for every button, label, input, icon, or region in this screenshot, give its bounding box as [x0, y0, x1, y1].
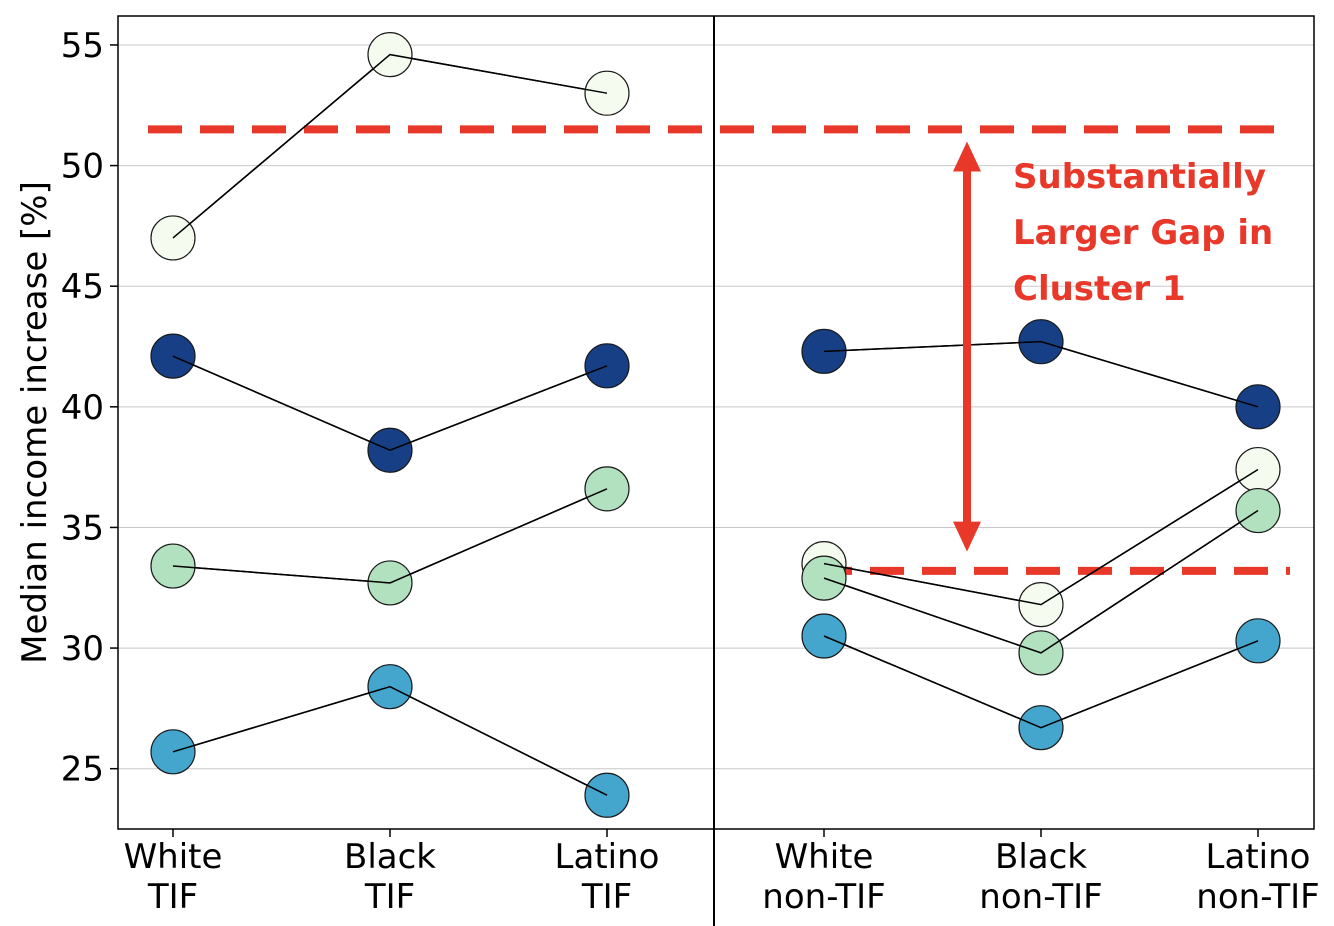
- annotation-line: Substantially: [1013, 157, 1266, 197]
- x-tick-label-line: White: [124, 837, 223, 877]
- cluster-mid-blue-line-overlay: [172, 685, 608, 796]
- x-tick-label-line: Black: [995, 837, 1087, 877]
- x-tick-label-line: non-TIF: [762, 877, 885, 917]
- y-tick-label: 45: [61, 267, 104, 307]
- cluster-dark-blue-line-overlay: [172, 355, 608, 452]
- annotation: Substantially Larger Gap in Cluster 1: [1013, 157, 1273, 309]
- x-tick-label: Latino non-TIF: [1196, 837, 1319, 917]
- cluster-mid-blue-line-overlay: [823, 635, 1259, 729]
- annotation-line: Larger Gap in: [1013, 213, 1273, 253]
- y-tick-label: 55: [61, 26, 104, 66]
- y-tick-label: 40: [61, 388, 104, 428]
- y-tick-label: 30: [61, 629, 104, 669]
- x-tick-label-line: White: [775, 837, 874, 877]
- annotation-line: Cluster 1: [1013, 269, 1186, 309]
- cluster-dark-blue-line-overlay: [823, 340, 1259, 408]
- reference-lines: [148, 125, 1290, 575]
- gap-arrow: [953, 141, 981, 552]
- x-tick-label: White non-TIF: [762, 837, 885, 917]
- x-tick-label: Latino TIF: [555, 837, 660, 917]
- gap-arrow-head-top: [953, 141, 981, 172]
- cluster-lightest-line-overlay: [823, 468, 1259, 606]
- x-tick-label-line: non-TIF: [979, 877, 1102, 917]
- cluster-light-green-line-overlay: [172, 488, 608, 584]
- y-tick-label: 35: [61, 508, 104, 548]
- x-tick-label-line: Latino: [555, 837, 660, 877]
- y-axis-title: Median income increase [%]: [15, 181, 55, 664]
- x-tick-label: Black TIF: [344, 837, 436, 917]
- y-tick-label: 25: [61, 750, 104, 790]
- x-tick-label-line: TIF: [581, 877, 632, 917]
- data-points: [150, 31, 1281, 818]
- cluster-light-green-line-overlay: [823, 509, 1259, 654]
- gridlines: [118, 44, 1314, 770]
- y-tick-label: 50: [61, 147, 104, 187]
- x-tick-label: Black non-TIF: [979, 837, 1102, 917]
- x-tick-label-line: non-TIF: [1196, 877, 1319, 917]
- x-tick-label-line: Latino: [1206, 837, 1311, 877]
- y-axis-ticks: 25 30 35 40 45 50 55: [61, 26, 118, 790]
- plot-frame: [117, 15, 1315, 830]
- cluster-lightest-line-overlay: [172, 53, 608, 239]
- x-tick-label-line: TIF: [147, 877, 198, 917]
- gap-arrow-head-bottom: [953, 521, 981, 552]
- x-tick-label-line: Black: [344, 837, 436, 877]
- x-tick-label: White TIF: [124, 837, 223, 917]
- x-tick-label-line: TIF: [364, 877, 415, 917]
